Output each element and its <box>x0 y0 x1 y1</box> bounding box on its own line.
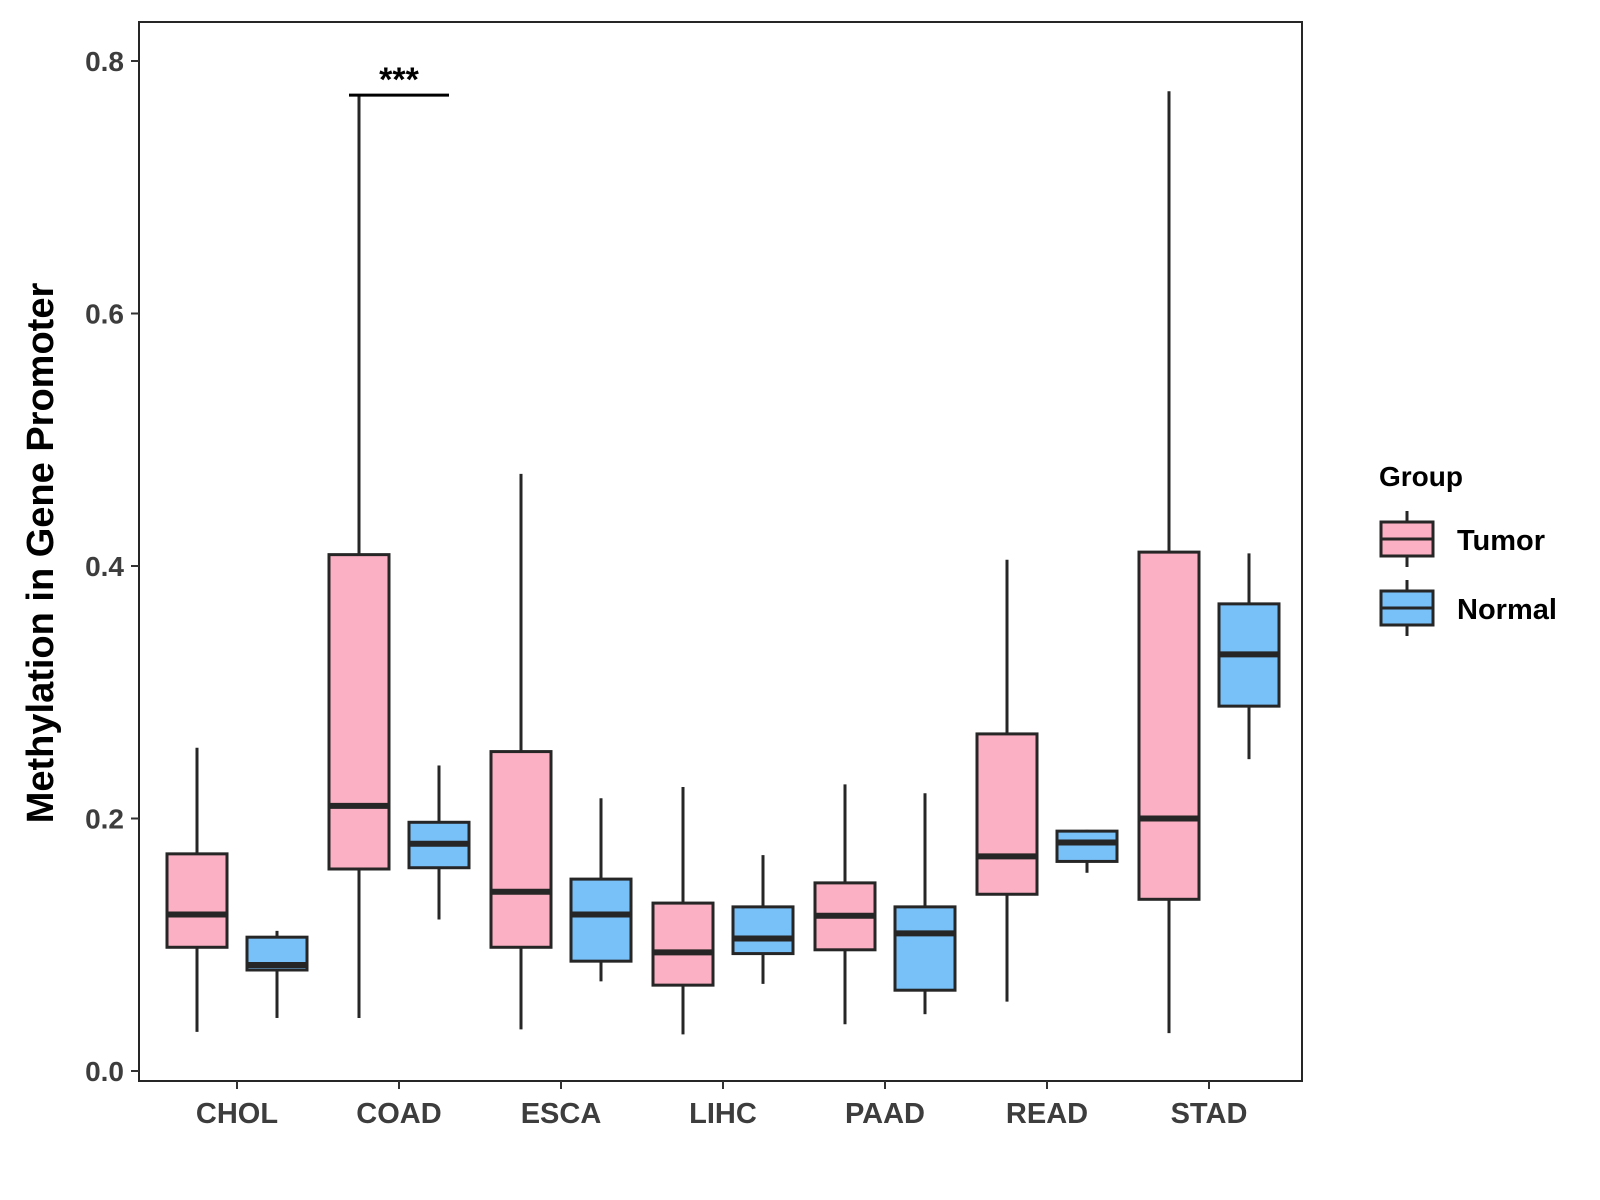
x-tick-label: CHOL <box>196 1098 278 1130</box>
box-normal-chol <box>245 930 309 1018</box>
box-body <box>569 877 633 963</box>
box-normal-lihc <box>731 855 795 984</box>
box-tumor-coad <box>327 96 391 1018</box>
box-body <box>489 750 553 949</box>
box-normal-coad <box>407 765 471 920</box>
y-tick-label: 0.6 <box>85 299 124 330</box>
box-normal-paad <box>893 793 957 1015</box>
x-tick-label: ESCA <box>521 1098 602 1130</box>
box-tumor-read <box>975 559 1039 1002</box>
box-tumor-stad <box>1137 91 1201 1034</box>
legend-label: Normal <box>1457 594 1557 626</box>
legend-item-normal: Normal <box>1379 580 1557 636</box>
box-body <box>731 905 795 956</box>
plot-panel <box>138 21 1303 1082</box>
x-tick-label: READ <box>1006 1098 1088 1130</box>
y-axis: 0.0 0.2 0.4 0.6 0.8 <box>85 46 139 1087</box>
y-tick-label: 0.0 <box>85 1056 124 1087</box>
box-body <box>1055 829 1119 863</box>
box-tumor-chol <box>165 747 229 1032</box>
legend-title: Group <box>1379 461 1463 492</box>
box-tumor-lihc <box>651 786 715 1035</box>
y-tick-label: 0.4 <box>85 551 124 582</box>
legend-label: Tumor <box>1457 525 1545 557</box>
box-tumor-paad <box>813 784 877 1025</box>
box-body <box>651 901 715 987</box>
x-tick-label: PAAD <box>845 1098 925 1130</box>
box-body <box>975 732 1039 896</box>
significance-stars: *** <box>379 61 419 99</box>
box-body <box>327 553 391 871</box>
annotation-layer: *** <box>349 61 449 99</box>
x-axis: CHOL COAD ESCA LIHC PAAD READ STAD <box>196 1081 1247 1130</box>
box-body <box>1137 550 1201 901</box>
x-tick-label: STAD <box>1171 1098 1248 1130</box>
y-axis-label: Methylation in Gene Promoter <box>20 283 62 824</box>
y-tick-label: 0.2 <box>85 804 124 835</box>
box-tumor-esca <box>489 473 553 1030</box>
x-tick-label: COAD <box>356 1098 441 1130</box>
plot-panel-border <box>138 21 1303 1082</box>
x-tick-label: LIHC <box>689 1098 757 1130</box>
box-normal-stad <box>1217 553 1281 760</box>
y-tick-label: 0.8 <box>85 46 124 77</box>
boxes-layer <box>165 91 1281 1035</box>
box-normal-read <box>1055 829 1119 873</box>
legend-item-tumor: Tumor <box>1379 511 1545 567</box>
box-normal-esca <box>569 798 633 982</box>
legend: Group Tumor Normal <box>1379 461 1557 636</box>
box-body <box>165 852 229 949</box>
box-body <box>893 905 957 992</box>
